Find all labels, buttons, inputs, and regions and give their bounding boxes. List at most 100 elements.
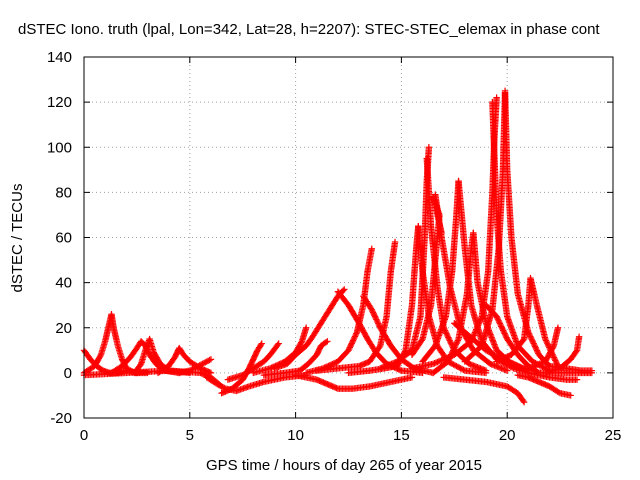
data-point: [588, 367, 596, 374]
data-point: [340, 287, 347, 294]
data-point: [500, 328, 508, 336]
data-point: [493, 94, 500, 101]
data-point: [443, 331, 451, 339]
data-point: [526, 331, 533, 339]
data-point: [450, 345, 458, 353]
data-series: [493, 274, 562, 370]
data-point: [554, 324, 562, 331]
data-point: [442, 355, 450, 362]
data-point: [204, 357, 212, 365]
data-point: [352, 331, 359, 339]
data-point: [482, 367, 490, 374]
data-point: [374, 318, 381, 326]
data-series: [292, 371, 416, 392]
data-point: [349, 338, 356, 346]
data-point: [351, 333, 359, 340]
data-point: [543, 338, 550, 346]
data-point: [448, 360, 456, 368]
data-point: [552, 357, 559, 364]
data-point: [345, 345, 353, 353]
data-point: [193, 363, 201, 371]
data-series: [224, 340, 282, 383]
data-series: [501, 89, 553, 370]
data-series: [419, 177, 462, 365]
data-point: [445, 354, 452, 361]
data-point: [555, 389, 562, 396]
data-point: [215, 381, 222, 389]
y-tick-label: 60: [55, 230, 72, 247]
data-point: [298, 339, 305, 346]
data-series: [360, 292, 437, 377]
data-point: [203, 358, 210, 365]
data-point: [529, 338, 537, 346]
data-point: [573, 376, 581, 383]
y-tick-label: 140: [47, 49, 72, 66]
data-series: [514, 371, 574, 399]
data-point: [484, 347, 491, 355]
data-point: [219, 383, 227, 391]
data-point: [137, 361, 144, 369]
data-point: [207, 356, 215, 363]
data-point: [454, 363, 462, 371]
data-point: [492, 352, 500, 359]
data-series: [440, 374, 528, 406]
data-point: [347, 341, 355, 348]
data-point: [438, 357, 445, 364]
data-point: [199, 360, 206, 368]
data-point: [498, 324, 506, 331]
data-series: [313, 238, 399, 374]
x-tick-label: 0: [80, 427, 88, 444]
data-point: [498, 323, 505, 330]
data-point: [452, 342, 459, 350]
data-point: [346, 344, 354, 351]
data-point: [485, 348, 493, 356]
data-point: [375, 320, 382, 327]
x-axis-label: GPS time / hours of day 265 of year 2015: [206, 457, 482, 474]
y-tick-label: 0: [64, 365, 72, 382]
data-point: [527, 333, 534, 340]
data-point: [525, 330, 533, 337]
data-point: [202, 359, 209, 366]
data-point: [533, 345, 540, 353]
data-point: [445, 334, 452, 341]
data-point: [460, 366, 467, 374]
plot-frame: [83, 56, 614, 419]
x-tick-label: 5: [186, 427, 194, 444]
data-point: [497, 321, 504, 329]
data-point: [450, 361, 457, 368]
data-point: [494, 316, 502, 323]
data-point: [351, 334, 358, 342]
data-point: [322, 338, 330, 346]
data-point: [474, 323, 481, 330]
x-tick-labels: 0 5 10 15 20 25: [80, 427, 622, 444]
y-tick-label: 120: [47, 94, 72, 111]
y-axis-label: dSTEC / TECUs: [9, 184, 26, 293]
data-point: [439, 356, 447, 363]
data-series: [482, 301, 543, 377]
data-point: [532, 344, 539, 351]
data-point: [370, 310, 377, 318]
data-point: [425, 144, 433, 151]
data-point: [369, 309, 377, 316]
data-point: [218, 383, 225, 390]
data-point: [195, 362, 202, 370]
data-marks: [80, 87, 596, 406]
data-point: [496, 318, 503, 326]
data-point: [487, 349, 494, 356]
data-point: [453, 340, 460, 347]
data-point: [367, 305, 375, 312]
chart-title: dSTEC Iono. truth (lpal, Lon=342, Lat=28…: [18, 21, 600, 38]
data-point: [457, 365, 464, 372]
data-point: [473, 326, 480, 333]
data-series: [203, 371, 310, 395]
data-point: [369, 307, 376, 315]
data-point: [470, 332, 477, 339]
data-series: [546, 362, 596, 374]
data-point: [476, 319, 483, 326]
data-point: [372, 314, 379, 322]
data-point: [441, 355, 448, 363]
data-point: [452, 341, 460, 348]
data-point: [533, 347, 541, 354]
data-point: [376, 343, 383, 351]
